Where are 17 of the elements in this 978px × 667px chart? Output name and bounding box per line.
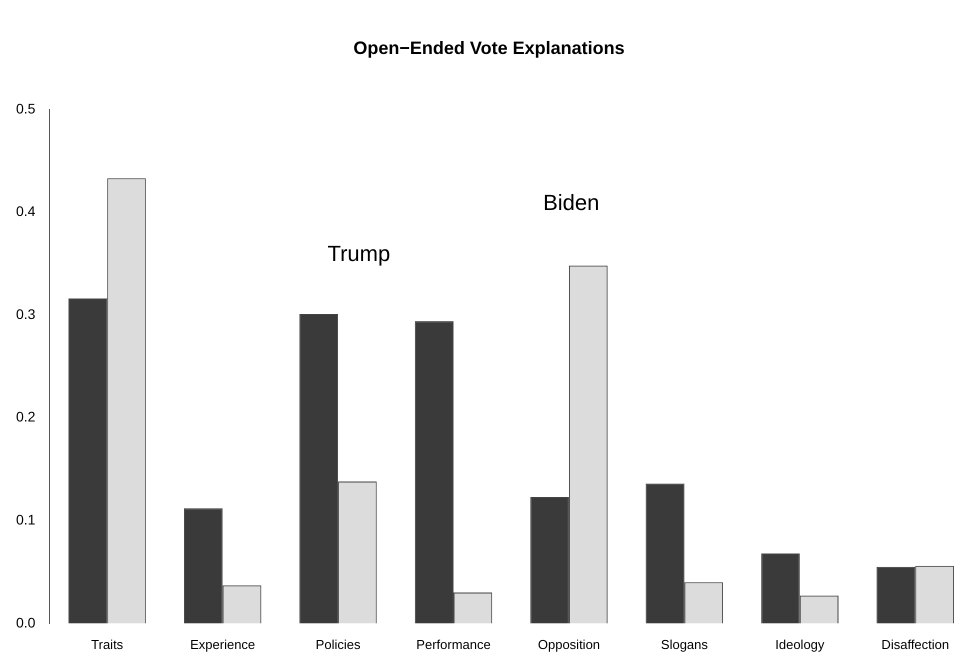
x-tick-label: Experience xyxy=(190,636,256,652)
chart-title: Open−Ended Vote Explanations xyxy=(352,38,626,59)
y-tick-label: 0.0 xyxy=(16,614,36,630)
y-tick-label: 0.1 xyxy=(16,511,36,528)
x-tick-label: Ideology xyxy=(775,636,825,652)
x-tick-label: Disaffection xyxy=(881,636,950,652)
x-tick-label: Performance xyxy=(416,636,491,652)
annotation: Biden xyxy=(543,190,600,215)
x-tick-label: Slogans xyxy=(660,636,708,652)
y-tick-label: 0.4 xyxy=(16,203,36,220)
y-tick-label: 0.5 xyxy=(16,100,36,116)
annotation: Trump xyxy=(327,241,390,266)
x-tick-label: Opposition xyxy=(538,636,600,652)
x-tick-label: Policies xyxy=(316,636,361,652)
y-tick-label: 0.2 xyxy=(16,408,36,425)
y-tick-label: 0.3 xyxy=(16,306,36,322)
x-tick-label: Traits xyxy=(91,636,124,652)
